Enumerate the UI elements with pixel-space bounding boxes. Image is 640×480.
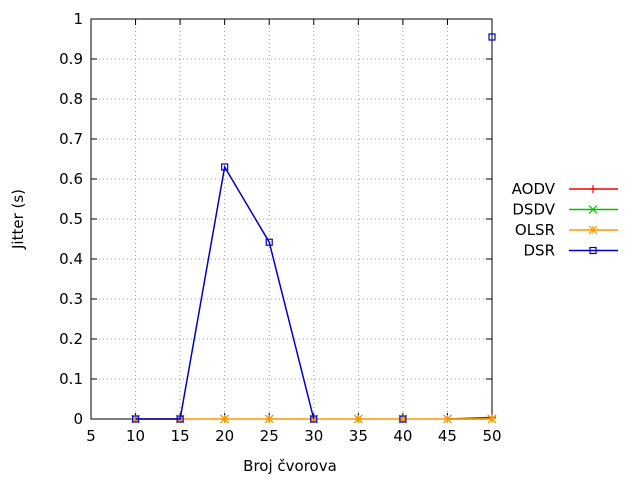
- data-point: [487, 414, 497, 424]
- data-point: [131, 415, 140, 423]
- x-tick-label: 5: [86, 427, 96, 445]
- data-point: [589, 185, 597, 193]
- x-tick-label: 30: [304, 427, 323, 445]
- y-tick-label: 1: [73, 10, 83, 28]
- y-tick-label: 0.4: [59, 250, 83, 268]
- x-tick-label: 35: [349, 427, 368, 445]
- data-point: [588, 205, 598, 214]
- legend-label: DSR: [524, 242, 556, 260]
- data-point: [589, 246, 597, 255]
- legend-entry: AODV: [512, 180, 618, 198]
- data-point: [399, 415, 407, 423]
- data-point: [221, 163, 229, 171]
- x-tick-label: 40: [393, 427, 412, 445]
- y-axis-label: Jitter (s): [9, 189, 27, 250]
- y-tick-label: 0.1: [59, 370, 83, 388]
- axes: 5 10 15 20 25 30 35 40 45 50 0 0.1 0.2 0.3 0.4 0.5 0.6 0.…: [59, 10, 501, 445]
- data-point: [220, 414, 230, 424]
- grid: [91, 19, 492, 419]
- data-point: [588, 225, 598, 235]
- legend-label: DSDV: [512, 201, 555, 219]
- y-tick-label: 0.5: [59, 210, 83, 228]
- x-tick-label: 45: [438, 427, 457, 445]
- data-point: [176, 415, 184, 423]
- legend: AODV DSDV OLSR DSR: [512, 180, 618, 260]
- legend-entry: DSR: [524, 242, 618, 260]
- series-line: [135, 164, 315, 420]
- legend-label: AODV: [512, 180, 556, 198]
- data-point: [310, 415, 318, 423]
- legend-label: OLSR: [515, 221, 555, 239]
- y-tick-label: 0.7: [59, 130, 83, 148]
- legend-entry: OLSR: [515, 221, 618, 239]
- data-point: [443, 414, 452, 424]
- x-tick-label: 25: [260, 427, 279, 445]
- data-point: [488, 33, 496, 41]
- x-tick-label: 20: [215, 427, 234, 445]
- y-tick-label: 0.8: [59, 90, 83, 108]
- y-tick-label: 0.6: [59, 170, 83, 188]
- series-dsr: [131, 33, 496, 423]
- x-tick-label: 50: [482, 427, 501, 445]
- y-tick-label: 0.3: [59, 290, 83, 308]
- x-tick-label: 15: [171, 427, 190, 445]
- x-tick-label: 10: [126, 427, 145, 445]
- data-point: [353, 414, 363, 424]
- y-tick-label: 0.2: [59, 330, 83, 348]
- data-point: [265, 238, 273, 246]
- plot-series: [131, 33, 497, 424]
- data-point: [264, 414, 274, 424]
- y-tick-label: 0.9: [59, 50, 83, 68]
- x-axis-label: Broj čvorova: [243, 457, 337, 475]
- legend-entry: DSDV: [512, 201, 618, 219]
- y-tick-label: 0: [73, 410, 83, 428]
